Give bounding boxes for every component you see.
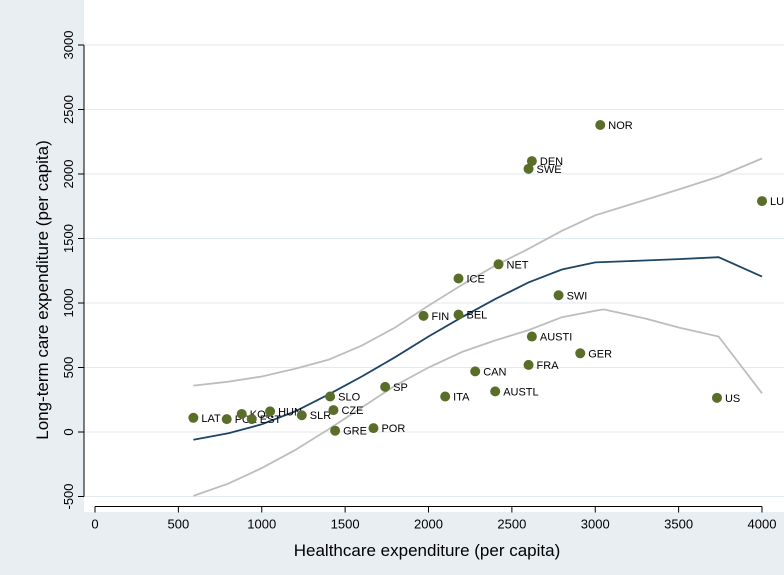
y-tick-label: -500 xyxy=(61,483,76,509)
point-label: GRE xyxy=(343,426,367,438)
data-point xyxy=(711,392,722,403)
point-label: LU xyxy=(770,196,784,208)
point-label: CAN xyxy=(483,366,506,378)
point-label: SLR xyxy=(310,410,331,422)
data-point xyxy=(553,290,564,301)
y-tick-label: 500 xyxy=(61,357,76,379)
x-tick-label: 2000 xyxy=(414,517,443,532)
point-label: SP xyxy=(393,382,408,394)
x-tick-label: 2500 xyxy=(497,517,526,532)
data-point xyxy=(523,359,534,370)
data-point xyxy=(526,331,537,342)
x-tick-label: 500 xyxy=(168,517,190,532)
ci-upper-line xyxy=(193,157,763,387)
data-point xyxy=(523,163,534,174)
point-label: LAT xyxy=(201,413,221,425)
y-tick-label: 2500 xyxy=(61,95,76,124)
data-point xyxy=(493,259,504,270)
point-label: FIN xyxy=(431,311,449,323)
data-point xyxy=(453,309,464,320)
y-axis-title: Long-term care expenditure (per capita) xyxy=(33,140,52,440)
data-point xyxy=(221,414,232,425)
ci-lines xyxy=(193,157,763,497)
point-label: AUSTI xyxy=(540,332,572,344)
x-axis: 0 500 1000 1500 2000 2500 3000 3500 4000 xyxy=(91,506,777,532)
data-point xyxy=(490,386,501,397)
point-label: CZE xyxy=(341,405,363,417)
data-point xyxy=(328,405,339,416)
point-label: SWI xyxy=(567,290,588,302)
data-point xyxy=(368,423,379,434)
point-label: FRA xyxy=(537,360,560,372)
data-point xyxy=(470,366,481,377)
data-point xyxy=(236,408,247,419)
y-tick-label: 3000 xyxy=(61,31,76,60)
x-axis-title: Healthcare expenditure (per capita) xyxy=(294,541,560,560)
data-point xyxy=(418,310,429,321)
point-label: ITA xyxy=(453,392,470,404)
data-point xyxy=(380,381,391,392)
data-point xyxy=(188,412,199,423)
point-label: AUSTL xyxy=(503,386,538,398)
x-tick-label: 3000 xyxy=(581,517,610,532)
data-point xyxy=(453,273,464,284)
y-tick-label: 1500 xyxy=(61,224,76,253)
point-label: POR xyxy=(381,423,405,435)
point-label: NOR xyxy=(608,120,633,132)
y-tick-label: 0 xyxy=(61,428,76,435)
point-label: EST xyxy=(260,414,282,426)
data-point xyxy=(595,119,606,130)
data-point xyxy=(330,425,341,436)
point-label: BEL xyxy=(467,310,488,322)
data-point xyxy=(325,391,336,402)
data-point xyxy=(296,410,307,421)
data-point xyxy=(265,406,276,417)
point-label: GER xyxy=(588,348,612,360)
x-tick-label: 1500 xyxy=(331,517,360,532)
data-point xyxy=(526,156,537,167)
x-tick-label: 4000 xyxy=(748,517,777,532)
plot-area xyxy=(84,0,784,512)
x-tick-label: 0 xyxy=(91,517,98,532)
ci-lower-line xyxy=(193,308,763,497)
x-tick-label: 3500 xyxy=(664,517,693,532)
point-label: NET xyxy=(507,259,529,271)
data-point xyxy=(757,196,767,207)
point-label: HUN xyxy=(278,406,302,418)
point-label: US xyxy=(725,393,740,405)
point-label: SLO xyxy=(338,392,360,404)
data-point xyxy=(246,414,257,425)
data-point xyxy=(440,391,451,402)
gridlines xyxy=(84,44,784,497)
point-label: SWE xyxy=(537,164,562,176)
y-tick-label: 2000 xyxy=(61,160,76,189)
y-tick-label: 1000 xyxy=(61,289,76,318)
y-axis: -500 0 500 1000 1500 2000 2500 3000 xyxy=(61,31,85,510)
x-tick-label: 1000 xyxy=(247,517,276,532)
point-label: DEN xyxy=(540,156,563,168)
data-point xyxy=(575,348,586,359)
point-label: ICE xyxy=(467,273,485,285)
